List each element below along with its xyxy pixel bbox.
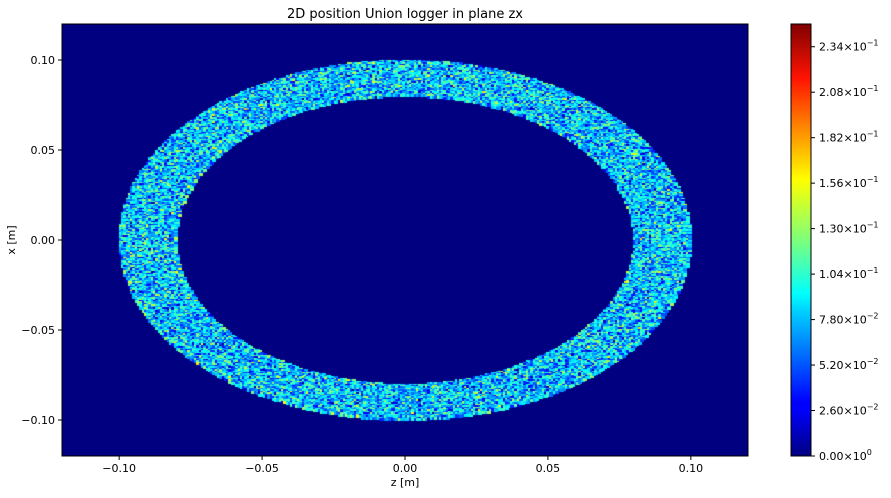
colorbar-tick-label: 2.08×10−1	[819, 84, 879, 99]
colorbar-tick-label: 5.20×10−2	[819, 357, 879, 372]
heatmap-cells	[62, 24, 748, 456]
plot-area	[61, 23, 749, 457]
y-tick-label: 0.10	[31, 54, 56, 67]
x-axis-label: z [m]	[391, 476, 420, 489]
y-axis: −0.10 −0.05 0.00 0.05 0.10	[21, 54, 62, 427]
colorbar: 0.00×100 2.60×10−2 5.20×10−2 7.80×10−2 1.04×…	[790, 23, 879, 463]
colorbar-tick-label: 0.00×100	[819, 448, 872, 463]
colorbar-tick-label: 1.82×10−1	[819, 130, 879, 145]
colorbar-tick-label: 2.60×10−2	[819, 403, 879, 418]
colorbar-tick-label: 1.56×10−1	[819, 175, 879, 190]
x-tick-label: 0.00	[393, 462, 418, 475]
x-tick-label: −0.10	[102, 462, 136, 475]
y-tick-label: −0.10	[21, 414, 55, 427]
colorbar-tick-label: 2.34×10−1	[819, 39, 879, 54]
x-tick-label: 0.10	[679, 462, 704, 475]
colorbar-tick-label: 1.30×10−1	[819, 221, 879, 236]
x-tick-label: 0.05	[536, 462, 561, 475]
chart-title: 2D position Union logger in plane zx	[287, 7, 523, 22]
y-tick-label: 0.00	[31, 234, 56, 247]
y-axis-label: x [m]	[5, 225, 18, 254]
x-axis: −0.10 −0.05 0.00 0.05 0.10	[102, 456, 703, 475]
colorbar-tick-label: 1.04×10−1	[819, 266, 879, 281]
y-tick-label: 0.05	[31, 144, 56, 157]
colorbar-gradient	[790, 23, 812, 457]
x-tick-label: −0.05	[245, 462, 279, 475]
colorbar-ticks: 0.00×100 2.60×10−2 5.20×10−2 7.80×10−2 1.04×…	[811, 39, 879, 463]
y-tick-label: −0.05	[21, 324, 55, 337]
colorbar-tick-label: 7.80×10−2	[819, 312, 879, 327]
